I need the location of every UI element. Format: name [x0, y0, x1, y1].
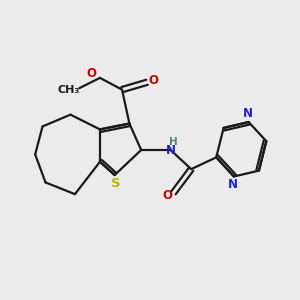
Text: S: S	[111, 177, 121, 190]
Text: N: N	[228, 178, 238, 191]
Text: N: N	[243, 107, 253, 120]
Text: N: N	[166, 144, 176, 157]
Text: O: O	[87, 67, 97, 80]
Text: O: O	[148, 74, 158, 87]
Text: H: H	[169, 137, 177, 147]
Text: O: O	[162, 189, 172, 202]
Text: CH₃: CH₃	[58, 85, 80, 94]
